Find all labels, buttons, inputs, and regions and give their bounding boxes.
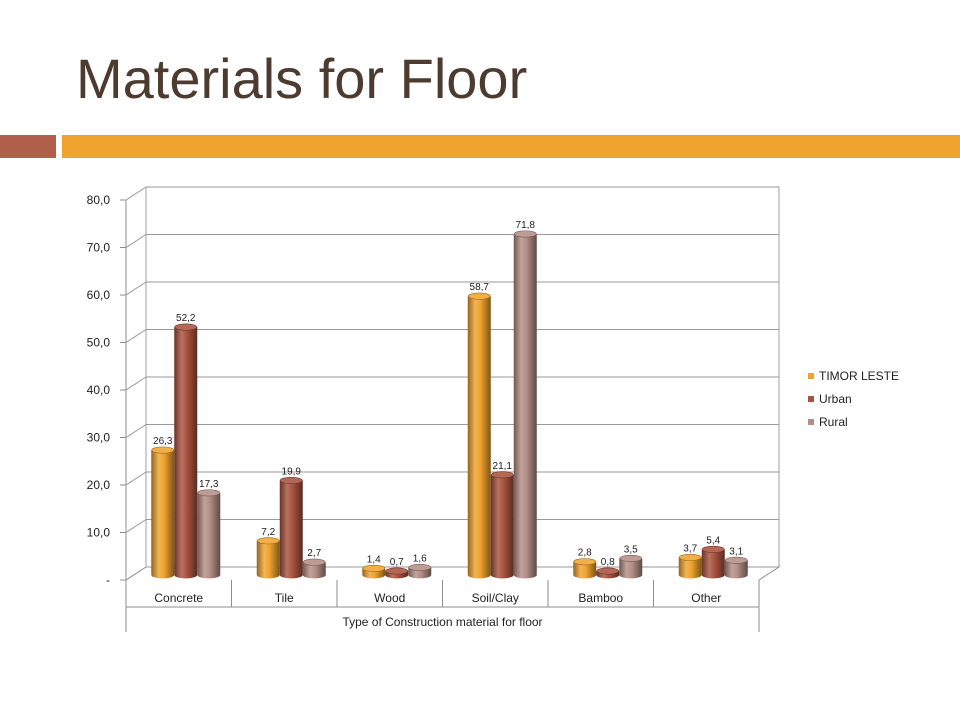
bar-tile-timor-leste bbox=[256, 537, 280, 579]
y-tick-label: 40,0 bbox=[87, 383, 111, 397]
data-label: 3,7 bbox=[683, 543, 697, 554]
bar-concrete-rural bbox=[197, 489, 221, 579]
data-label: 71,8 bbox=[516, 220, 536, 231]
bar-concrete-urban bbox=[174, 323, 198, 579]
legend-label: Urban bbox=[819, 392, 852, 406]
bar-other-rural bbox=[724, 556, 748, 579]
bar-wood-urban bbox=[385, 567, 409, 579]
data-label: 58,7 bbox=[470, 282, 490, 293]
data-label: 1,4 bbox=[367, 554, 381, 565]
y-tick-label: 60,0 bbox=[87, 288, 111, 302]
data-label: 1,6 bbox=[413, 553, 427, 564]
bar-soil-clay-timor-leste bbox=[467, 292, 491, 579]
gridline-side bbox=[125, 234, 147, 248]
y-tick-label: 80,0 bbox=[87, 193, 111, 207]
data-label: 0,8 bbox=[601, 557, 615, 568]
x-axis-title: Type of Construction material for floor bbox=[342, 615, 542, 629]
gridline-side bbox=[125, 519, 147, 533]
bar-wood-rural bbox=[408, 563, 432, 579]
slide-title: Materials for Floor bbox=[76, 47, 528, 110]
y-tick-label: - bbox=[106, 573, 110, 587]
bar-other-timor-leste bbox=[678, 553, 702, 579]
legend-label: TIMOR LESTE bbox=[819, 369, 899, 383]
bar-concrete-timor-leste bbox=[151, 446, 175, 579]
x-tick-label: Wood bbox=[374, 591, 405, 605]
gridline-side bbox=[125, 186, 147, 201]
legend-label: Rural bbox=[819, 415, 848, 429]
data-label: 2,7 bbox=[307, 548, 321, 559]
x-tick-label: Soil/Clay bbox=[472, 591, 519, 605]
x-tick-label: Other bbox=[691, 591, 721, 605]
category-table: Concrete Tile Wood Soil/Clay Bamboo Other Type… bbox=[125, 580, 760, 632]
data-label: 21,1 bbox=[493, 461, 513, 472]
data-label: 5,4 bbox=[706, 535, 720, 546]
gridline-side bbox=[125, 281, 147, 296]
legend-swatch bbox=[808, 419, 814, 425]
y-tick-label: 20,0 bbox=[87, 478, 111, 492]
gridline-side bbox=[125, 471, 147, 486]
gridline-side bbox=[125, 376, 147, 391]
legend-swatch bbox=[808, 373, 814, 379]
bar-tile-urban bbox=[279, 476, 303, 579]
y-axis-ticks: - 10,0 20,0 30,0 40,0 50,0 60,0 70,0 80,0 bbox=[87, 193, 126, 587]
bar-wood-timor-leste bbox=[362, 564, 386, 579]
accent-bar-right bbox=[62, 135, 960, 158]
gridline-side bbox=[125, 566, 147, 581]
chart-gridlines bbox=[125, 186, 779, 581]
chart-bars bbox=[151, 230, 748, 579]
gridline-side bbox=[125, 424, 147, 438]
data-label: 26,3 bbox=[153, 436, 173, 447]
bar-bamboo-timor-leste bbox=[573, 558, 597, 579]
data-label: 52,2 bbox=[176, 313, 196, 324]
bar-tile-rural bbox=[302, 558, 326, 579]
bar-bamboo-urban bbox=[596, 567, 620, 579]
accent-bar-left bbox=[0, 135, 56, 158]
chart-walls bbox=[125, 187, 781, 581]
bar-soil-clay-urban bbox=[490, 471, 514, 579]
gridline-side bbox=[125, 329, 147, 343]
x-tick-label: Concrete bbox=[154, 591, 203, 605]
data-labels: 26,3 52,2 17,3 7,2 19,9 2,7 1,4 0,7 1,6 58,7 21,1 7… bbox=[153, 220, 744, 568]
data-label: 2,8 bbox=[578, 548, 592, 559]
data-label: 19,9 bbox=[282, 466, 302, 477]
data-label: 0,7 bbox=[390, 557, 404, 568]
chart-legend: TIMOR LESTE Urban Rural bbox=[808, 369, 899, 429]
x-tick-label: Tile bbox=[275, 591, 294, 605]
y-tick-label: 50,0 bbox=[87, 336, 111, 350]
y-tick-label: 10,0 bbox=[87, 526, 111, 540]
y-tick-label: 30,0 bbox=[87, 431, 111, 445]
x-tick-label: Bamboo bbox=[578, 591, 623, 605]
data-label: 7,2 bbox=[261, 527, 275, 538]
legend-swatch bbox=[808, 396, 814, 402]
y-tick-label: 70,0 bbox=[87, 241, 111, 255]
data-label: 17,3 bbox=[199, 479, 219, 490]
data-label: 3,5 bbox=[624, 544, 638, 555]
bar-bamboo-rural bbox=[619, 554, 643, 579]
bar-other-urban bbox=[701, 545, 725, 579]
bar-soil-clay-rural bbox=[513, 230, 537, 579]
data-label: 3,1 bbox=[729, 546, 743, 557]
